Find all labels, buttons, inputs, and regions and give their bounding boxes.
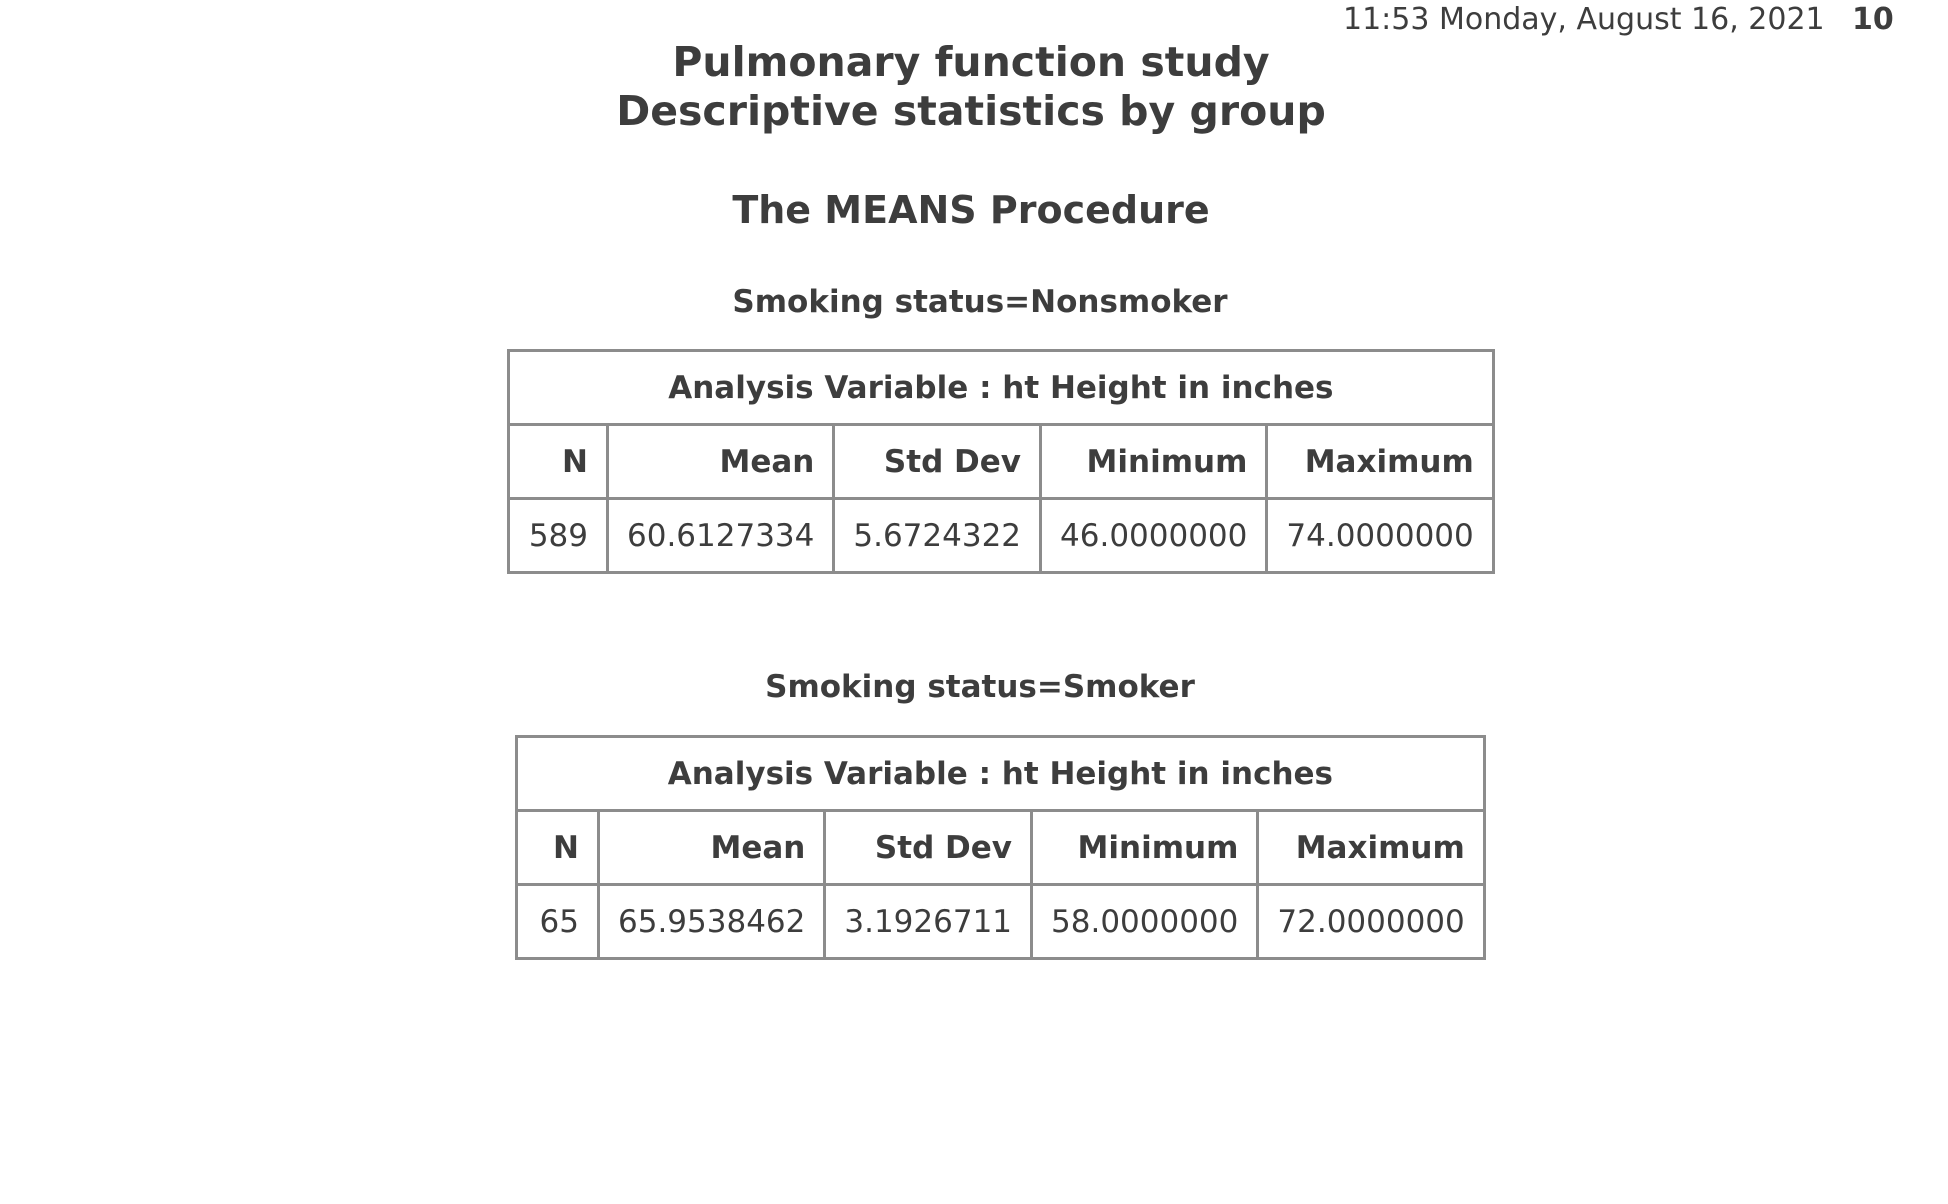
table-row: 65 65.9538462 3.1926711 58.0000000 72.00… xyxy=(515,883,1486,960)
analysis-variable-caption: Analysis Variable : ht Height in inches xyxy=(507,349,1495,426)
table-caption-row: Analysis Variable : ht Height in inches xyxy=(507,349,1495,426)
cell-minimum: 46.0000000 xyxy=(1039,497,1269,574)
stats-table-smoker: Analysis Variable : ht Height in inches … xyxy=(515,735,1486,960)
table-caption-row: Analysis Variable : ht Height in inches xyxy=(515,735,1486,812)
cell-maximum: 74.0000000 xyxy=(1265,497,1495,574)
column-header-n: N xyxy=(515,809,600,886)
table-header-row: N Mean Std Dev Minimum Maximum xyxy=(507,423,1495,500)
table-row: 589 60.6127334 5.6724322 46.0000000 74.0… xyxy=(507,497,1495,574)
column-header-maximum: Maximum xyxy=(1256,809,1486,886)
column-header-maximum: Maximum xyxy=(1265,423,1495,500)
cell-std-dev: 3.1926711 xyxy=(823,883,1034,960)
column-header-minimum: Minimum xyxy=(1039,423,1269,500)
table-header-row: N Mean Std Dev Minimum Maximum xyxy=(515,809,1486,886)
procedure-title: The MEANS Procedure xyxy=(732,188,1210,232)
cell-minimum: 58.0000000 xyxy=(1030,883,1260,960)
column-header-std-dev: Std Dev xyxy=(832,423,1043,500)
cell-n: 589 xyxy=(507,497,609,574)
column-header-minimum: Minimum xyxy=(1030,809,1260,886)
analysis-variable-caption: Analysis Variable : ht Height in inches xyxy=(515,735,1486,812)
report-subtitle: Descriptive statistics by group xyxy=(616,87,1326,135)
cell-std-dev: 5.6724322 xyxy=(832,497,1043,574)
column-header-mean: Mean xyxy=(605,423,836,500)
column-header-std-dev: Std Dev xyxy=(823,809,1034,886)
cell-maximum: 72.0000000 xyxy=(1256,883,1486,960)
cell-mean: 60.6127334 xyxy=(605,497,836,574)
column-header-n: N xyxy=(507,423,609,500)
page-number: 10 xyxy=(1852,2,1894,37)
cell-n: 65 xyxy=(515,883,600,960)
cell-mean: 65.9538462 xyxy=(596,883,827,960)
column-header-mean: Mean xyxy=(596,809,827,886)
stats-table-nonsmoker: Analysis Variable : ht Height in inches … xyxy=(507,349,1495,574)
page-header-datetime: 11:53 Monday, August 16, 2021 xyxy=(1343,2,1825,37)
by-group-label-nonsmoker: Smoking status=Nonsmoker xyxy=(732,284,1228,320)
report-title: Pulmonary function study xyxy=(672,38,1270,86)
by-group-label-smoker: Smoking status=Smoker xyxy=(765,669,1195,705)
